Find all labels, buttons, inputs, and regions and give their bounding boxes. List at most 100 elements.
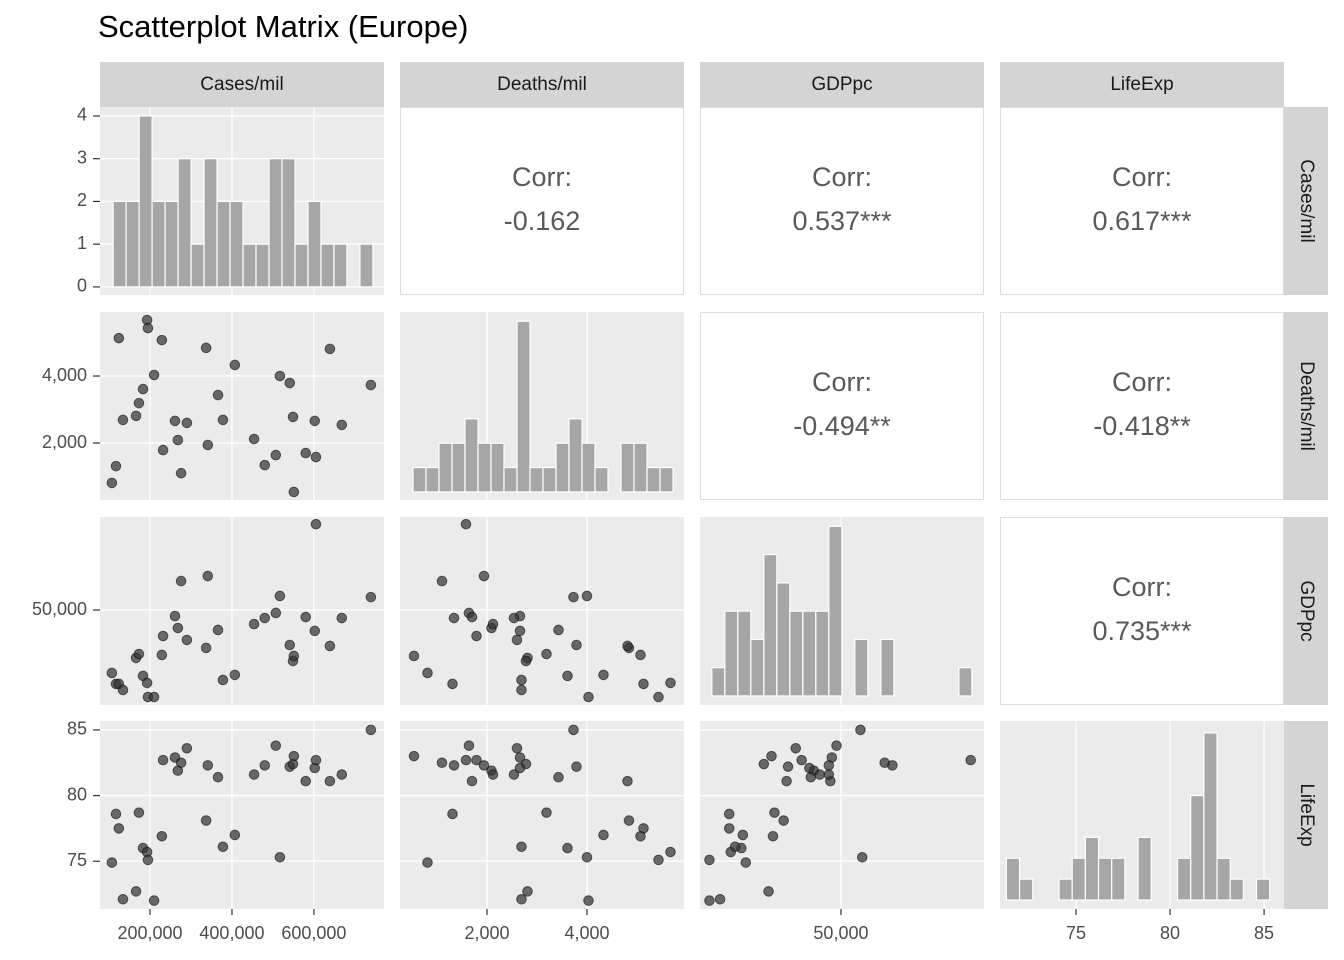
scatter-point — [133, 648, 145, 660]
scatter-point — [562, 842, 573, 854]
scatter-point — [516, 893, 527, 905]
scatter-point — [562, 670, 573, 682]
scatter-point — [653, 854, 664, 866]
scatter-point — [217, 841, 229, 853]
scatter-point — [181, 743, 193, 754]
scatter-point — [274, 370, 286, 382]
scatter-point — [141, 677, 153, 689]
scatter-point — [796, 754, 807, 766]
scatter-point — [422, 667, 433, 679]
corr-value: -0.162 — [504, 206, 581, 236]
corr-panel — [1000, 312, 1284, 500]
scatter-point — [137, 383, 149, 395]
histogram-bar — [659, 466, 674, 493]
histogram-bar — [542, 466, 557, 493]
corr-value: -0.494** — [793, 411, 891, 441]
scatter-point — [259, 612, 271, 624]
scatter-point — [460, 518, 472, 530]
scatter-point — [723, 823, 735, 834]
scatter-point — [471, 630, 482, 642]
scatter-point — [553, 771, 564, 783]
histogram-bar — [216, 200, 231, 288]
scatter-point — [106, 667, 118, 679]
histogram-bar — [516, 320, 531, 493]
scatter-point — [310, 451, 322, 463]
scatter-point — [229, 829, 241, 841]
corr-value: 0.735*** — [1092, 616, 1192, 646]
scatter-point — [300, 447, 312, 459]
strip-label: Cases/mil — [1296, 159, 1317, 242]
scatter-point — [142, 322, 154, 334]
y-tick-label: 2,000 — [42, 432, 87, 452]
scatter-point — [965, 754, 977, 766]
scatter-point — [790, 743, 802, 754]
histogram-bar — [568, 418, 583, 493]
scatter-point — [622, 640, 633, 652]
scatter-point — [516, 684, 527, 696]
scatter-point — [175, 757, 187, 769]
scatter-point — [202, 439, 214, 451]
histogram-bar — [711, 667, 726, 697]
histogram-bar — [1190, 794, 1205, 901]
scatter-point — [758, 758, 770, 770]
strip-label: Deaths/mil — [1296, 361, 1317, 451]
x-tick-label: 400,000 — [199, 923, 264, 943]
histogram-bar — [789, 610, 804, 697]
scatter-point — [117, 893, 129, 905]
scatter-point — [288, 750, 300, 762]
corr-panel — [700, 312, 984, 500]
scatter-point — [447, 808, 458, 820]
scatter-point — [270, 449, 282, 461]
y-tick-label: 2 — [77, 190, 87, 210]
scatter-point — [514, 625, 526, 637]
histogram-bar — [464, 418, 479, 493]
histogram-bar — [138, 115, 153, 288]
right-strip — [1284, 312, 1328, 500]
scatter-point — [767, 830, 779, 842]
histogram-bar — [242, 243, 257, 288]
histogram-bar — [164, 200, 179, 288]
scatter-point — [270, 740, 282, 751]
scatter-point — [804, 762, 815, 774]
scatter-point — [310, 518, 322, 530]
scatter-point — [823, 760, 835, 771]
scatter-point — [856, 851, 868, 863]
scatter-point — [447, 678, 458, 690]
y-tick-label: 0 — [77, 276, 87, 296]
scatter-point — [466, 611, 478, 623]
scatter-point — [622, 775, 633, 787]
histogram-bar — [229, 200, 244, 288]
scatter-point — [422, 857, 433, 868]
y-tick-label: 4 — [77, 105, 87, 125]
scatter-point — [635, 830, 646, 842]
histogram-bar — [1203, 732, 1218, 901]
scatter-point — [436, 757, 448, 769]
scatter-point — [106, 857, 118, 868]
scatter-point — [200, 342, 212, 354]
scatter-point — [310, 754, 322, 766]
scatter-point — [466, 775, 478, 787]
scatter-point — [723, 808, 735, 820]
scatter-point — [740, 857, 752, 868]
strip-label: LifeExp — [1296, 783, 1317, 846]
corr-label: Corr: — [812, 162, 872, 192]
scatter-point — [229, 359, 241, 371]
scatter-point — [541, 648, 552, 660]
scatter-point — [769, 807, 780, 818]
scatter-point — [117, 414, 129, 426]
scatter-point — [581, 851, 593, 863]
scatter-point — [408, 650, 420, 662]
histogram-bar — [1058, 878, 1073, 901]
x-tick-label: 4,000 — [564, 923, 609, 943]
scatter-point — [583, 895, 594, 906]
histogram-bar — [555, 442, 570, 493]
scatter-point — [583, 691, 594, 703]
scatter-point — [823, 769, 835, 780]
scatter-point — [248, 618, 260, 630]
scatter-point — [217, 414, 229, 426]
strip-label: LifeExp — [1110, 74, 1173, 95]
histogram-bar — [1071, 857, 1086, 901]
histogram-bar — [281, 158, 296, 288]
scatter-point — [130, 410, 142, 422]
x-tick-label: 80 — [1160, 923, 1180, 943]
